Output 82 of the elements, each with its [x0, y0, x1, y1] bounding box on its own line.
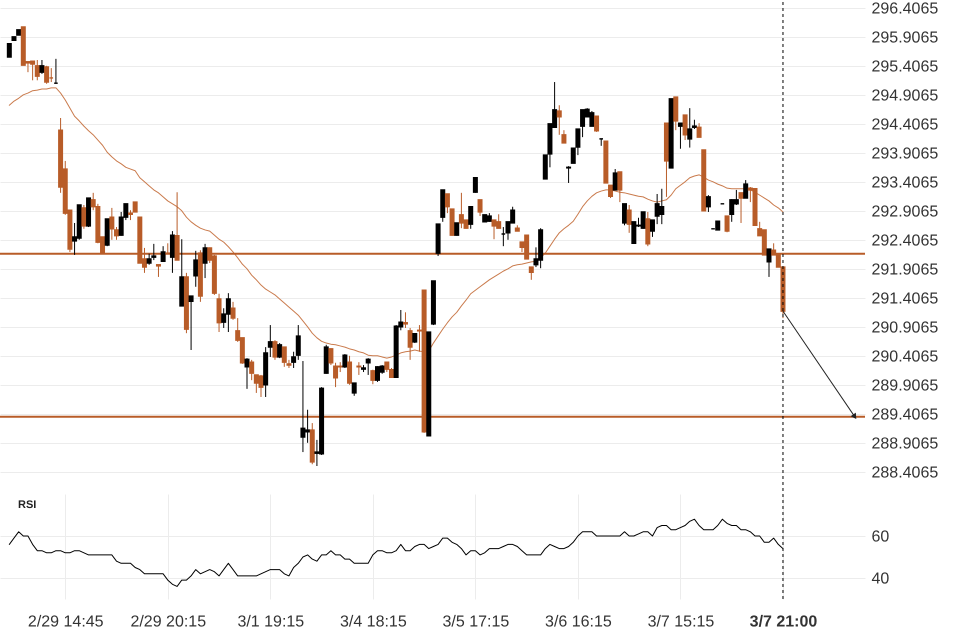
- candlestick: [258, 374, 264, 398]
- candlestick: [156, 264, 161, 278]
- candlestick: [44, 65, 50, 84]
- x-tick-label: 3/7 15:15: [648, 614, 714, 630]
- y-tick-label: 294.9065: [872, 88, 938, 104]
- line-series: [8, 87, 784, 359]
- candlestick: [766, 248, 772, 278]
- candlestick: [81, 204, 86, 230]
- y-tick-label: 292.4065: [872, 232, 938, 250]
- candlestick: [347, 355, 352, 386]
- candlestick: [631, 221, 636, 244]
- candlestick: [291, 351, 296, 368]
- y-tick-label: 288.4065: [872, 464, 938, 482]
- candlestick: [402, 312, 408, 328]
- candlestick: [296, 324, 301, 360]
- candlestick: [594, 116, 600, 132]
- candlestick: [528, 266, 534, 280]
- x-tick-label: 2/29 14:45: [28, 614, 104, 630]
- y-tick-label: 40: [872, 570, 890, 588]
- y-tick-label: 291.9065: [872, 262, 938, 278]
- candlestick: [696, 122, 702, 138]
- candlestick: [743, 180, 748, 199]
- x-tick-label: 3/7 21:00: [750, 614, 818, 630]
- candlestick: [34, 59, 40, 81]
- candlestick: [268, 324, 273, 358]
- candlestick: [454, 222, 460, 236]
- candlestick: [706, 194, 711, 212]
- x-tick-label: 3/6 16:15: [545, 614, 612, 630]
- y-tick-label: 289.4065: [872, 406, 938, 424]
- candlestick: [39, 59, 44, 74]
- y-tick-label: 293.4065: [872, 174, 938, 192]
- candlestick: [412, 332, 418, 344]
- y-tick-label: 292.9065: [872, 204, 938, 220]
- candlestick: [202, 243, 208, 279]
- candlestick: [673, 96, 678, 131]
- candlestick: [622, 203, 628, 226]
- y-tick-label: 289.9065: [872, 378, 938, 394]
- candlestick: [165, 242, 170, 254]
- candlestick: [617, 171, 622, 203]
- y-tick-label: 290.9065: [872, 320, 938, 336]
- chart-title: RSI: [18, 499, 36, 511]
- candlestick: [272, 340, 278, 360]
- candlestick: [277, 342, 282, 359]
- y-tick-label: 60: [872, 528, 890, 546]
- y-tick-label: 290.4065: [872, 348, 938, 366]
- candlestick: [678, 122, 683, 150]
- candlestick: [370, 369, 376, 385]
- candlestick: [408, 327, 413, 360]
- candlestick: [244, 358, 250, 390]
- x-tick-label: 3/1 19:15: [237, 614, 304, 630]
- y-tick-label: 291.4065: [872, 290, 938, 308]
- x-tick-label: 3/5 17:15: [442, 614, 510, 630]
- candlestick: [193, 250, 198, 288]
- candlestick: [342, 354, 348, 368]
- y-tick-label: 294.4065: [872, 116, 938, 134]
- candlestick: [356, 362, 362, 376]
- candlestick: [170, 230, 175, 274]
- y-tick-label: 296.4065: [872, 0, 938, 18]
- candlestick: [682, 114, 688, 141]
- candlestick: [472, 176, 478, 194]
- candlestick: [468, 206, 474, 230]
- y-tick-label: 293.9065: [872, 146, 938, 162]
- candlestick: [249, 359, 254, 381]
- candlestick: [375, 366, 380, 382]
- x-tick-label: 3/4 18:15: [340, 614, 407, 630]
- x-tick-label: 2/29 20:15: [130, 614, 206, 630]
- candlestick: [352, 382, 357, 396]
- candlestick: [566, 166, 572, 184]
- candlestick: [724, 215, 730, 233]
- candlestick: [612, 168, 618, 191]
- candlestick: [626, 204, 632, 234]
- y-tick-label: 288.9065: [872, 436, 938, 452]
- candlestick: [151, 243, 156, 261]
- candlestick: [478, 199, 483, 217]
- candlestick: [6, 43, 12, 58]
- candlestick: [188, 295, 194, 350]
- candlestick: [570, 147, 576, 164]
- y-tick-label: 295.9065: [872, 30, 938, 46]
- candlestick: [160, 246, 166, 262]
- candlestick: [146, 253, 152, 266]
- y-tick-label: 295.4065: [872, 58, 938, 76]
- candlestick: [738, 192, 744, 224]
